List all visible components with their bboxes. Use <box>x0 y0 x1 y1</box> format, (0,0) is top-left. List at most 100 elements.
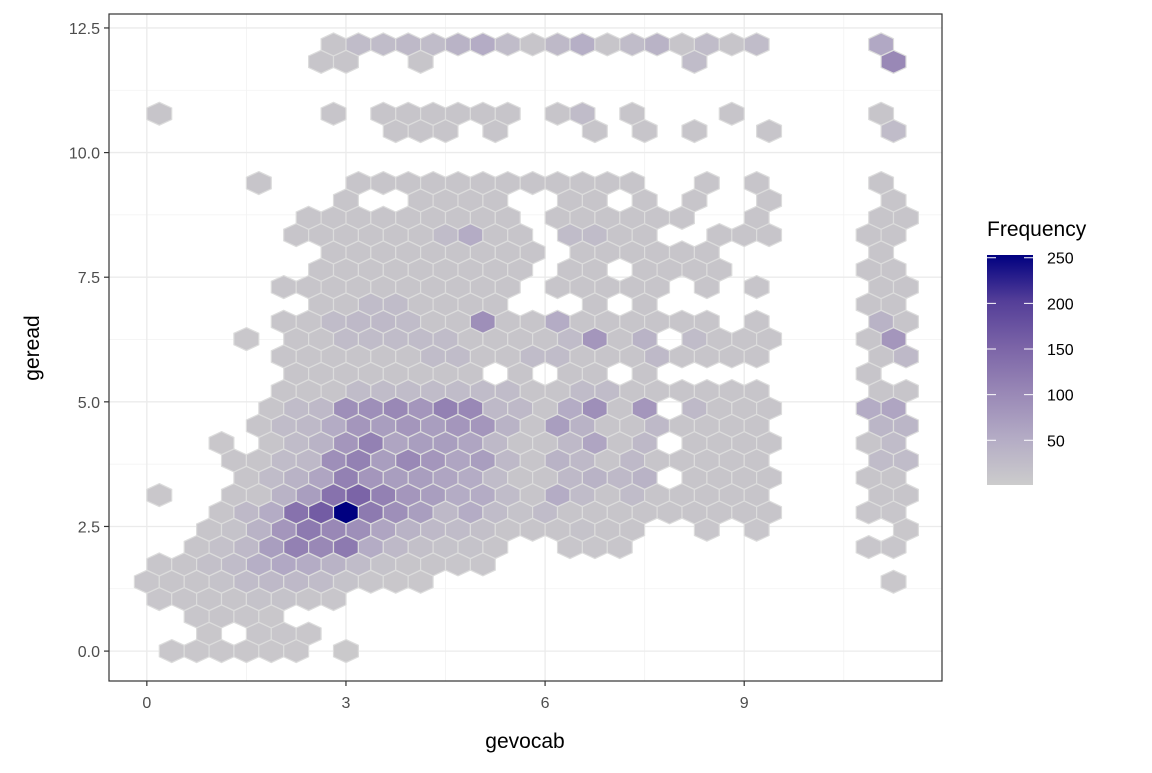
y-tick-label: 10.0 <box>69 146 100 163</box>
hex-bin <box>668 309 696 334</box>
x-tick-label: 6 <box>541 695 550 712</box>
hex-bin <box>519 309 546 334</box>
hex-bin <box>345 170 372 196</box>
hex-bin <box>444 170 471 196</box>
hex-bin <box>370 101 397 126</box>
hex-bin <box>544 32 571 57</box>
hex-bin <box>469 170 496 196</box>
hex-bin <box>544 101 571 126</box>
hex-bin <box>494 170 521 196</box>
hex-bin <box>444 32 471 57</box>
hex-bin <box>693 378 720 404</box>
hex-bin <box>718 378 745 404</box>
hex-bin <box>370 32 397 57</box>
y-axis-title: geread <box>21 315 44 380</box>
hex-bin <box>420 101 447 126</box>
hex-bin <box>320 101 347 126</box>
hex-bin <box>718 101 745 126</box>
legend-title: Frequency <box>987 218 1087 241</box>
legend: Frequency 50 100 150 200 250 <box>987 218 1087 485</box>
hex-bin <box>395 101 422 126</box>
hex-bin <box>868 32 895 57</box>
hex-bin <box>420 170 447 196</box>
hex-bin <box>569 170 596 196</box>
panel-border <box>108 13 943 682</box>
hex-bin <box>569 32 596 57</box>
hex-bin <box>519 170 546 196</box>
hex-bin <box>619 170 646 196</box>
x-tick-label: 0 <box>142 695 151 712</box>
hex-bin <box>146 482 173 508</box>
y-tick-label: 12.5 <box>69 21 100 38</box>
hex-bin <box>594 32 621 57</box>
y-tick-label: 2.5 <box>78 519 100 536</box>
hex-bin <box>706 222 733 248</box>
hex-bin <box>444 101 471 126</box>
y-tick-label: 7.5 <box>78 270 100 287</box>
y-tick-label: 5.0 <box>78 395 100 412</box>
hex-bin <box>370 205 397 230</box>
hex-bin <box>619 101 646 126</box>
hex-bin <box>320 32 347 57</box>
hex-bin <box>718 32 745 57</box>
hex-bin <box>668 32 696 57</box>
x-axis: 0 3 6 9 <box>142 681 749 712</box>
hex-bin <box>146 101 173 126</box>
legend-label: 100 <box>1047 388 1074 405</box>
hex-bin <box>743 309 770 334</box>
hex-bin <box>855 534 882 560</box>
hex-bin <box>693 170 720 196</box>
hex-bin <box>693 32 720 57</box>
legend-label: 50 <box>1047 433 1065 450</box>
legend-label: 200 <box>1047 296 1074 313</box>
hex-bin <box>469 101 496 126</box>
hex-bin <box>494 101 521 126</box>
hex-bin <box>743 274 770 300</box>
hex-bin <box>469 32 496 57</box>
hex-bin <box>158 638 185 664</box>
legend-ticks <box>987 257 1033 441</box>
hex-bin <box>420 32 447 57</box>
hex-bin <box>643 32 671 57</box>
hex-bin <box>332 638 359 664</box>
hex-bin <box>370 170 397 196</box>
hex-bin <box>295 205 322 230</box>
hex-bin <box>233 326 260 352</box>
hex-bin <box>594 170 621 196</box>
hex-bin <box>619 32 646 57</box>
hex-bin <box>880 569 907 594</box>
hex-bin <box>743 378 770 404</box>
hex-bin <box>270 274 297 300</box>
hex-bin <box>868 101 895 126</box>
hex-bin <box>494 32 521 57</box>
x-tick-label: 9 <box>740 695 749 712</box>
x-tick-label: 3 <box>342 695 351 712</box>
hex-bin <box>146 552 173 577</box>
hex-bin <box>208 430 235 456</box>
hex-bin <box>668 240 696 265</box>
hex-bin <box>270 309 297 334</box>
hex-bin <box>892 378 920 404</box>
hex-bins <box>133 32 920 664</box>
x-axis-title: gevocab <box>485 730 564 753</box>
hex-bin <box>693 309 720 334</box>
hex-bin <box>569 101 596 126</box>
hex-bin <box>544 170 571 196</box>
legend-label: 250 <box>1047 251 1074 268</box>
hex-bin <box>544 309 571 334</box>
hex-bin <box>668 378 696 404</box>
hex-bin <box>519 32 546 57</box>
hex-bin <box>755 118 783 144</box>
y-tick-label: 0.0 <box>78 644 100 661</box>
legend-colorbar <box>987 255 1033 485</box>
hex-bin <box>743 170 770 196</box>
hex-bin <box>868 170 895 196</box>
y-axis: 0.0 2.5 5.0 7.5 10.0 12.5 <box>69 21 109 661</box>
hex-bin <box>395 32 422 57</box>
hex-bin <box>245 170 272 196</box>
hex-bin <box>295 621 322 646</box>
hex-bin <box>345 32 372 57</box>
hex-bin <box>743 32 770 57</box>
hex-bin <box>395 170 422 196</box>
